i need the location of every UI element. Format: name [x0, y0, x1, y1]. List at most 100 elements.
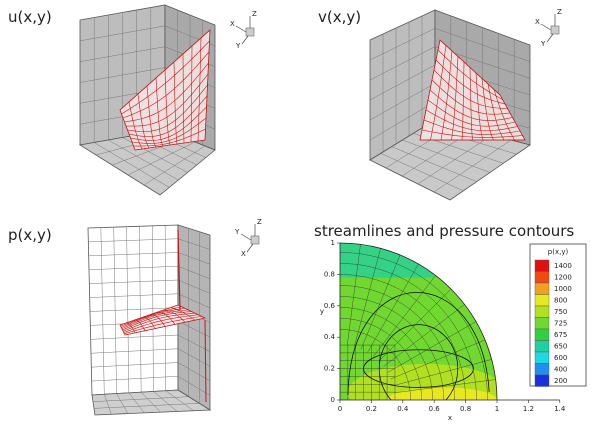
legend-title: p(x,y): [548, 248, 569, 256]
triad-axis: [235, 25, 247, 33]
x-tick-label: 1: [495, 405, 499, 413]
legend-swatch: [534, 317, 550, 330]
mesh-line: [133, 128, 206, 147]
wall-grid: [79, 46, 166, 62]
wall-grid: [91, 362, 179, 368]
wall-grid: [89, 307, 179, 312]
wall-grid: [140, 391, 161, 413]
panel-title: streamlines and pressure contours: [314, 222, 574, 240]
triad-axis: [240, 233, 252, 241]
x-tick-label: 1.2: [523, 405, 534, 413]
wall-grid: [177, 238, 211, 250]
mesh-line: [127, 84, 208, 132]
wall-grid: [434, 28, 531, 62]
triad-label: Z: [557, 8, 562, 16]
streamline: [347, 292, 490, 396]
triad-box: [250, 235, 260, 245]
wall-grid: [104, 394, 112, 415]
legend-swatch: [534, 328, 550, 341]
wall-grid: [89, 279, 179, 284]
triad-label: Z: [252, 10, 257, 18]
spike: [177, 229, 181, 311]
wall-grid: [93, 403, 200, 409]
mesh-line: [340, 307, 433, 400]
mesh-line: [429, 89, 513, 121]
wall-grid: [128, 392, 145, 414]
mesh-line: [128, 95, 208, 137]
wall-grid: [369, 28, 436, 61]
spike: [204, 319, 207, 403]
legend-label: 1200: [554, 274, 572, 282]
mesh-line: [124, 316, 202, 335]
wall-grid: [88, 238, 179, 243]
y-tick-label: 0.4: [324, 333, 336, 341]
legend-swatch: [534, 282, 550, 295]
y-tick-label: 0.6: [324, 302, 336, 310]
triad-label: Y: [540, 40, 546, 48]
mesh-line: [340, 329, 411, 400]
wall-grid: [177, 348, 211, 367]
y-tick-label: 0.8: [324, 270, 335, 278]
streamline: [363, 349, 474, 388]
wall-grid: [90, 348, 179, 354]
mesh-line: [387, 321, 477, 373]
triad-label: Z: [257, 218, 262, 226]
legend-label: 1400: [554, 262, 572, 270]
y-label: y: [320, 308, 324, 316]
mesh-line: [487, 83, 505, 141]
mesh-line: [373, 275, 436, 357]
mesh-line: [340, 274, 466, 400]
legend-swatch: [534, 340, 550, 353]
mesh-line: [390, 339, 486, 380]
mesh-line: [423, 119, 521, 135]
mesh-line: [156, 312, 176, 325]
wall-grid: [433, 139, 512, 193]
legend-label: 1000: [554, 285, 572, 293]
triad-box: [245, 27, 255, 37]
wall-grid: [177, 279, 211, 294]
wall-grid: [79, 67, 166, 83]
wall-grid: [177, 266, 211, 279]
wall-grid: [391, 146, 477, 182]
mesh-line: [197, 37, 202, 142]
triad-label: Y: [234, 228, 240, 236]
mesh-line: [122, 311, 192, 331]
mesh-line: [170, 307, 196, 321]
x-tick-label: 0.8: [460, 405, 471, 413]
mesh-line: [421, 129, 523, 138]
wall-grid: [165, 390, 194, 411]
x-tick-label: 0.6: [429, 405, 441, 413]
y-tick-label: 1: [331, 239, 335, 247]
panel-title: p(x,y): [8, 226, 52, 244]
mesh-line: [182, 53, 185, 144]
y-tick-label: 0.2: [324, 365, 335, 373]
x-tick-label: 0: [338, 405, 342, 413]
mesh-line: [124, 317, 206, 336]
wall-grid: [79, 25, 166, 42]
triad-label: X: [535, 18, 540, 26]
legend-label: 750: [554, 308, 567, 316]
boundary: [339, 242, 498, 401]
mesh-line: [383, 304, 465, 367]
wall-grid: [380, 153, 464, 192]
x-label: x: [448, 414, 452, 422]
wall-grid: [369, 46, 436, 81]
wall-grid: [90, 334, 179, 340]
panel-title: v(x,y): [318, 8, 361, 26]
wall-grid: [369, 101, 436, 141]
field-low: [387, 387, 497, 400]
wall-grid: [369, 64, 436, 101]
mesh-line: [340, 252, 488, 400]
wall-grid: [143, 145, 206, 186]
legend-label: 200: [554, 377, 567, 385]
legend-swatch: [534, 305, 550, 318]
field: [340, 243, 497, 400]
wall-grid: [177, 252, 211, 265]
mesh-line: [123, 314, 199, 333]
mesh-line: [360, 254, 401, 350]
x-tick-label: 0.4: [397, 405, 409, 413]
mesh-line: [163, 309, 186, 323]
wall-grid: [116, 393, 129, 414]
mesh-line: [123, 312, 195, 332]
